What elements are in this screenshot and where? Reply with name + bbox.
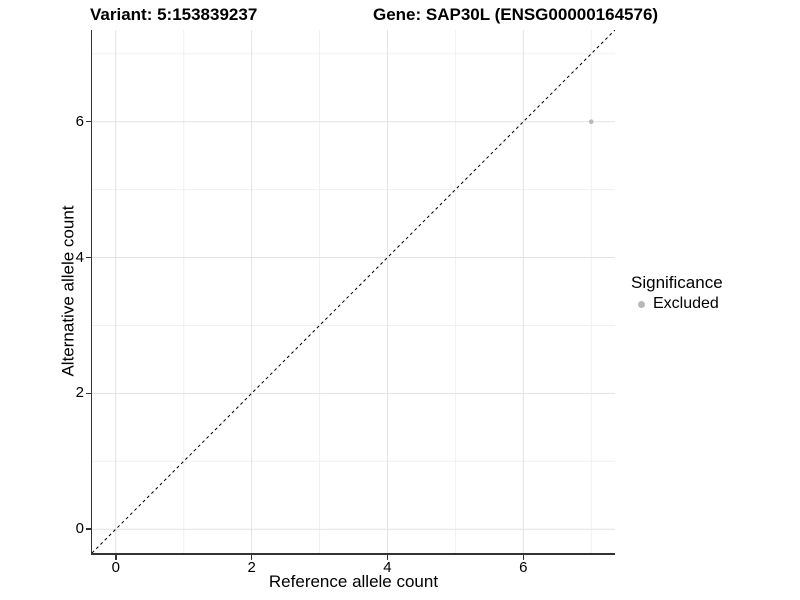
legend-point-icon: [638, 300, 645, 308]
y-tick-mark: [85, 528, 91, 530]
x-tick-label: 2: [247, 559, 256, 576]
x-axis-title: Reference allele count: [268, 572, 439, 591]
legend-item-label: Excluded: [653, 295, 719, 312]
x-axis-line: [90, 553, 615, 555]
data-point: [588, 119, 594, 124]
y-tick-mark: [85, 120, 91, 123]
x-tick-label: 6: [519, 559, 528, 576]
y-axis-line: [90, 30, 92, 555]
plot-svg: [92, 30, 615, 553]
x-tick-label: 0: [111, 559, 120, 576]
legend: Significance Excluded: [631, 273, 723, 314]
y-tick-label: 4: [75, 248, 84, 266]
gene-title: Gene: SAP30L (ENSG00000164576): [373, 5, 659, 24]
x-tick-mark: [522, 554, 525, 560]
x-tick-mark: [386, 554, 389, 560]
plot-panel: [92, 30, 615, 553]
y-tick-mark: [85, 256, 91, 259]
y-tick-label: 2: [75, 384, 84, 402]
x-tick-mark: [115, 554, 117, 560]
identity-line: [92, 30, 615, 553]
variant-title: Variant: 5:153839237: [90, 5, 258, 24]
x-tick-mark: [250, 554, 253, 560]
y-tick-mark: [85, 392, 91, 395]
legend-title: Significance: [631, 273, 723, 292]
y-tick-label: 0: [75, 520, 84, 538]
y-axis-title: Alternative allele count: [58, 205, 78, 377]
y-tick-label: 6: [75, 112, 84, 130]
legend-item: Excluded: [638, 294, 723, 314]
x-tick-label: 4: [383, 559, 392, 576]
